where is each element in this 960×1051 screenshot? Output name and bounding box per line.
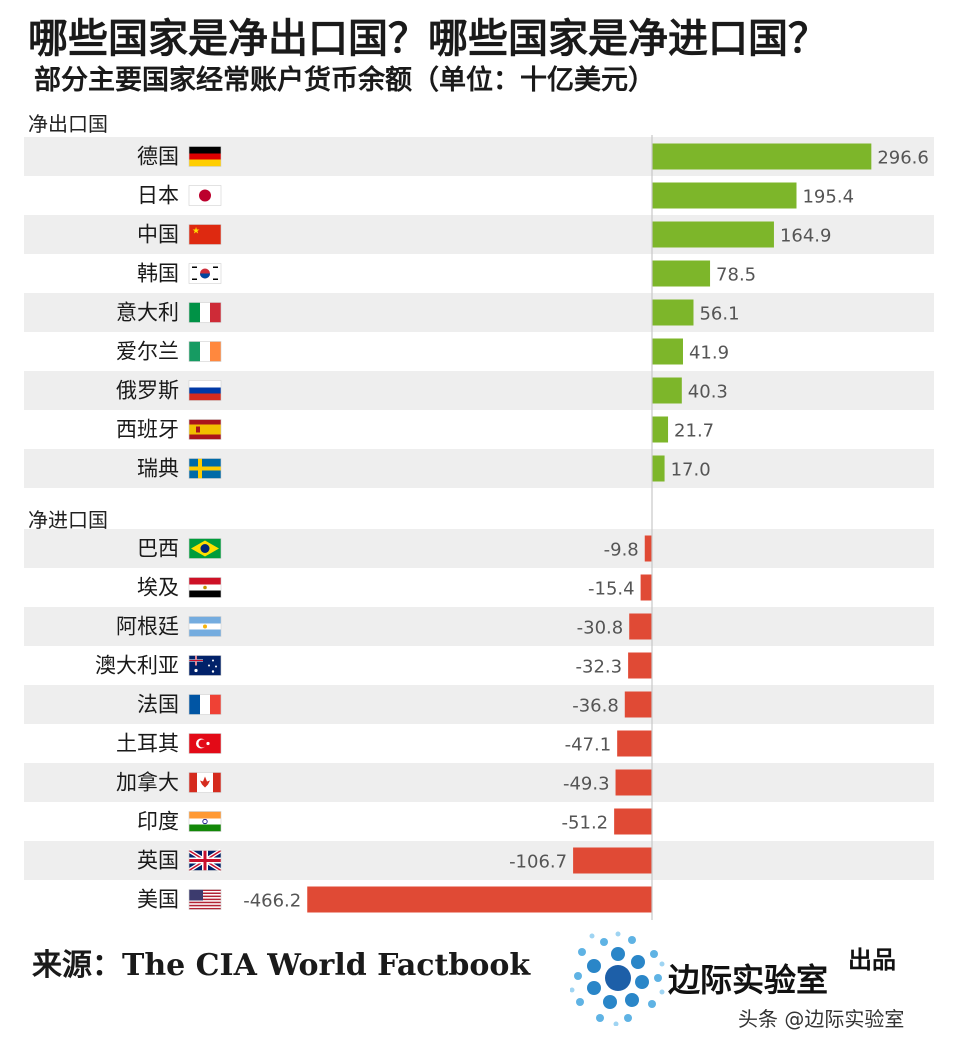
country-label: 韩国 — [137, 262, 179, 286]
france-flag-icon — [188, 694, 222, 715]
value-label: 164.9 — [780, 226, 832, 247]
country-label: 俄罗斯 — [116, 379, 179, 403]
country-label: 埃及 — [137, 576, 179, 600]
chart-title: 哪些国家是净出口国？哪些国家是净进口国？ — [28, 15, 828, 62]
country-label: 法国 — [137, 693, 179, 717]
country-label: 加拿大 — [116, 771, 179, 795]
japan-flag-icon — [188, 185, 222, 206]
value-label: -51.2 — [562, 813, 609, 834]
country-label: 英国 — [137, 849, 179, 873]
country-label: 中国 — [137, 223, 179, 247]
bar — [652, 416, 669, 443]
bar — [628, 652, 652, 679]
section-label-importers: 净进口国 — [28, 508, 108, 532]
canada-flag-icon — [188, 772, 222, 793]
row-stripe — [24, 841, 934, 880]
value-label: 56.1 — [699, 304, 739, 325]
india-flag-icon — [188, 811, 222, 832]
bar — [640, 574, 652, 601]
russia-flag-icon — [188, 380, 222, 401]
bar — [307, 886, 652, 913]
ireland-flag-icon — [188, 341, 222, 362]
value-label: -9.8 — [604, 540, 639, 561]
bar — [652, 260, 711, 287]
row-stripe — [24, 685, 934, 724]
country-label: 意大利 — [116, 301, 179, 325]
bar — [652, 377, 682, 404]
bar — [652, 182, 797, 209]
country-label: 瑞典 — [137, 457, 179, 481]
usa-flag-icon — [188, 889, 222, 910]
value-label: -32.3 — [576, 657, 623, 678]
uk-flag-icon — [187, 848, 223, 873]
value-label: -30.8 — [577, 618, 624, 639]
south-korea-flag-icon — [188, 263, 222, 284]
bar — [624, 691, 652, 718]
country-label: 巴西 — [137, 537, 179, 561]
brand-name: 边际实验室 — [668, 961, 829, 999]
germany-flag-icon — [188, 146, 222, 167]
country-label: 美国 — [137, 888, 179, 912]
row-stripe — [24, 763, 934, 802]
row-stripe — [24, 607, 934, 646]
turkey-flag-icon — [188, 733, 222, 754]
country-label: 德国 — [137, 145, 179, 169]
bar — [644, 535, 652, 562]
spain-flag-icon — [188, 419, 222, 440]
value-label: 21.7 — [674, 421, 714, 442]
country-label: 日本 — [137, 184, 179, 208]
bar — [652, 221, 774, 248]
bar — [617, 730, 652, 757]
row-stripe — [24, 529, 934, 568]
value-label: 195.4 — [802, 187, 854, 208]
italy-flag-icon — [188, 302, 222, 323]
value-label: -47.1 — [565, 735, 612, 756]
value-label: -106.7 — [509, 852, 567, 873]
country-label: 西班牙 — [116, 418, 179, 442]
bar-chart: 德国 296.6 日本 195.4 中国 ★ 164.9 韩国 78.5 意大利 56.1 爱尔兰 41… — [24, 135, 934, 920]
bar — [629, 613, 652, 640]
row-stripe — [24, 449, 934, 488]
australia-flag-icon — [188, 655, 222, 676]
value-label: 78.5 — [716, 265, 756, 286]
bar — [652, 143, 872, 170]
country-label: 土耳其 — [116, 732, 179, 756]
source-note: 来源：The CIA World Factbook — [32, 948, 531, 983]
chart-subtitle: 部分主要国家经常账户货币余额（单位：十亿美元） — [34, 65, 655, 96]
bar — [573, 847, 652, 874]
row-stripe — [24, 215, 934, 254]
country-label: 爱尔兰 — [116, 340, 179, 364]
bar — [652, 455, 665, 482]
section-label-exporters: 净出口国 — [28, 112, 108, 136]
produced-by-label: 出品 — [848, 945, 896, 974]
svg-text:★: ★ — [192, 227, 200, 237]
value-label: 41.9 — [689, 343, 729, 364]
brazil-flag-icon — [188, 538, 222, 559]
bar — [614, 808, 652, 835]
country-label: 澳大利亚 — [95, 654, 179, 678]
watermark: 头条 @边际实验室 — [738, 1007, 905, 1031]
value-label: -49.3 — [563, 774, 610, 795]
value-label: 296.6 — [877, 148, 929, 169]
china-flag-icon: ★ — [188, 224, 222, 245]
bar — [652, 338, 683, 365]
bar — [615, 769, 652, 796]
row-stripe — [24, 293, 934, 332]
brand-logo-icon — [570, 931, 665, 1026]
value-label: -36.8 — [572, 696, 619, 717]
bar — [652, 299, 694, 326]
argentina-flag-icon — [188, 616, 222, 637]
value-label: -15.4 — [588, 579, 635, 600]
value-label: -466.2 — [243, 891, 301, 912]
country-label: 印度 — [137, 810, 179, 834]
egypt-flag-icon — [188, 577, 222, 598]
country-label: 阿根廷 — [116, 615, 179, 639]
value-label: 40.3 — [688, 382, 728, 403]
value-label: 17.0 — [671, 460, 711, 481]
row-stripe — [24, 371, 934, 410]
sweden-flag-icon — [188, 458, 222, 479]
